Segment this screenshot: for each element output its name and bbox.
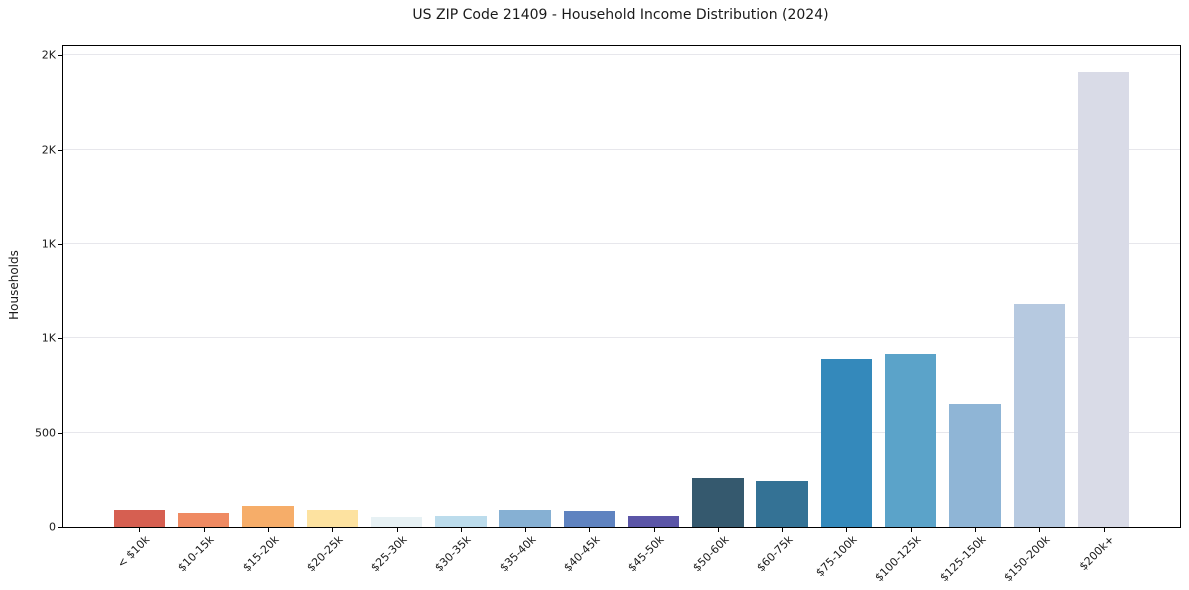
- x-tick-label: $60-75k: [754, 533, 796, 575]
- bar-9: [627, 516, 680, 527]
- x-tick-label: $125-150k: [937, 533, 989, 585]
- bar-4: [306, 509, 358, 527]
- bar-6: [435, 515, 487, 527]
- bar-14: [949, 403, 1001, 527]
- x-tick-label: $75-100k: [813, 533, 860, 580]
- bar-10: [692, 477, 744, 527]
- x-tick-mark: [910, 528, 912, 532]
- y-tick-mark: [58, 432, 62, 434]
- x-tick-mark: [396, 528, 398, 532]
- bar-7: [499, 509, 551, 527]
- bar-5: [370, 516, 423, 527]
- x-tick-label: $100-125k: [872, 533, 924, 585]
- gridline: [63, 431, 1180, 433]
- x-tick-mark: [653, 528, 655, 532]
- x-tick-mark: [782, 528, 784, 532]
- y-axis-label: Households: [7, 250, 21, 320]
- x-tick-label: $45-50k: [625, 533, 667, 575]
- gridline: [63, 54, 1180, 56]
- gridline: [63, 148, 1180, 150]
- x-tick-label: $35-40k: [497, 533, 539, 575]
- y-tick-mark: [58, 527, 62, 528]
- bar-3: [242, 505, 294, 527]
- bar-15: [1013, 304, 1065, 527]
- x-tick-label: $40-45k: [561, 533, 603, 575]
- bar-12: [820, 359, 873, 527]
- x-tick-mark: [332, 528, 334, 532]
- x-tick-mark: [203, 528, 205, 532]
- x-tick-label: $25-30k: [368, 533, 410, 575]
- x-tick-mark: [460, 528, 462, 532]
- x-tick-label: $200k+: [1076, 533, 1117, 574]
- bar-16: [1077, 72, 1130, 527]
- bar-11: [756, 481, 808, 527]
- bar-2: [178, 513, 230, 527]
- y-tick-mark: [58, 55, 62, 57]
- x-tick-label: $50-60k: [689, 533, 732, 575]
- x-tick-mark: [1103, 528, 1105, 532]
- x-tick-mark: [268, 528, 270, 532]
- y-tick-mark: [58, 338, 62, 340]
- bar-8: [563, 511, 616, 527]
- x-tick-mark: [717, 528, 719, 532]
- x-tick-mark: [139, 528, 141, 532]
- x-tick-label: < $10k: [115, 533, 153, 571]
- bar-13: [885, 354, 937, 527]
- y-tick-label: 1K: [41, 237, 56, 251]
- y-tick-label: 2K: [41, 48, 56, 62]
- gridline: [63, 243, 1180, 245]
- plot-area: 0 500 1K 1K 2K 2K < $10k $10-15k $15-20k $20-25k $…: [35, 45, 1181, 584]
- x-tick-mark: [589, 528, 591, 532]
- bar-1: [113, 510, 166, 527]
- y-tick-mark: [58, 149, 62, 151]
- x-tick-mark: [974, 528, 976, 532]
- chart-title: US ZIP Code 21409 - Household Income Dis…: [412, 7, 829, 23]
- x-tick-label: $10-15k: [175, 533, 217, 575]
- y-tick-label: 0: [49, 520, 56, 534]
- gridline: [63, 337, 1180, 339]
- x-tick-label: $150-200k: [1001, 533, 1053, 585]
- y-tick-label: 1K: [41, 331, 56, 345]
- y-tick-mark: [58, 244, 62, 246]
- x-tick-label: $20-25k: [304, 533, 346, 575]
- x-tick-label: $15-20k: [239, 533, 282, 575]
- x-tick-label: $30-35k: [432, 533, 475, 575]
- x-tick-mark: [846, 528, 848, 532]
- y-tick-label: 500: [35, 426, 56, 440]
- x-tick-mark: [1039, 528, 1041, 532]
- y-tick-label: 2K: [41, 143, 56, 157]
- x-tick-mark: [525, 528, 527, 532]
